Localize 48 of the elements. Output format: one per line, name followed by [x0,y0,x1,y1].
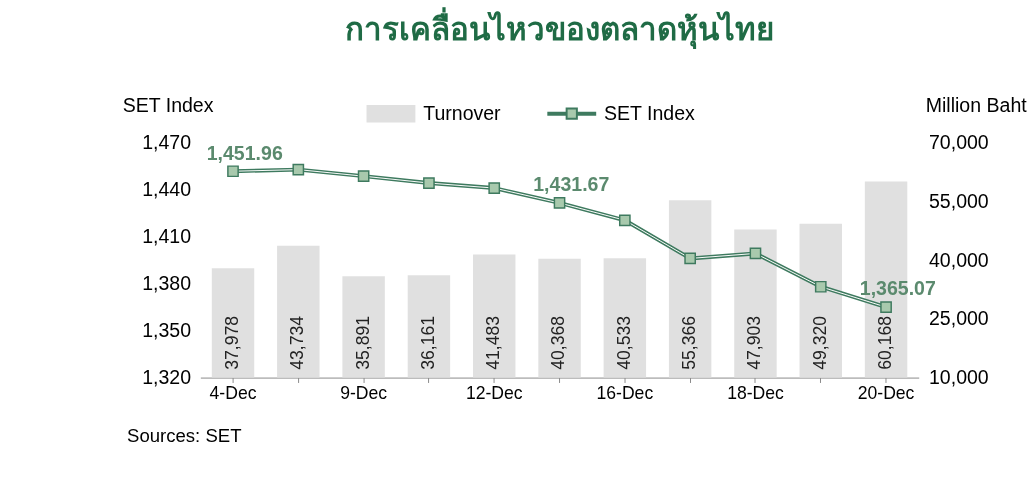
x-tick-label: 18-Dec [727,382,784,403]
data-label: 43,734 [287,315,308,370]
y-tick-label: 1,320 [142,365,192,388]
x-tick-label: 16-Dec [596,382,654,403]
data-label: 1,451.96 [206,141,283,164]
y2-axis-title: Million Baht [925,94,1028,117]
point [423,177,435,189]
data-label: 49,320 [809,315,830,370]
x-tick-label: 12-Dec [465,382,523,403]
point [880,301,892,313]
data-label: 1,431.67 [533,173,610,196]
data-label: 35,891 [352,316,373,370]
point [684,252,697,265]
chart-title: การเคลื่อนไหวของตลาดหุ้นไทย [345,7,775,50]
y-tick-label: 1,350 [142,319,192,342]
point [553,197,566,209]
x-tick-label: 9-Dec [340,382,388,403]
point [357,170,370,183]
point [814,280,827,293]
x-tick-label: 20-Dec [857,382,915,403]
x-tick-label: 4-Dec [209,382,257,403]
point [618,214,631,227]
point [227,165,239,178]
source-note: Sources: SET [127,425,242,447]
point [292,163,305,176]
y-axis-title: SET Index [122,94,214,117]
data-label: 60,168 [874,315,895,370]
y2-tick-label: 70,000 [928,131,989,154]
data-label: 1,365.07 [859,277,936,300]
data-label: 40,368 [548,315,569,370]
y2-tick-label: 55,000 [928,190,989,213]
y2-tick-label: 40,000 [928,248,989,271]
data-label: 37,978 [221,315,242,370]
data-label: 47,903 [744,316,765,370]
y-tick-label: 1,440 [142,178,192,201]
legend-label: SET Index [604,101,696,124]
data-label: 41,483 [483,316,504,370]
y2-tick-label: 25,000 [928,307,989,330]
legend-label: Turnover [423,101,502,124]
y-tick-label: 1,470 [142,131,192,154]
y2-tick-label: 10,000 [928,365,989,388]
y-tick-label: 1,380 [142,272,192,295]
data-label: 40,533 [613,316,634,370]
point [749,247,762,260]
y-tick-label: 1,410 [142,225,192,248]
data-label: 55,366 [679,316,700,370]
point [488,182,501,194]
data-label: 36,161 [417,316,438,370]
